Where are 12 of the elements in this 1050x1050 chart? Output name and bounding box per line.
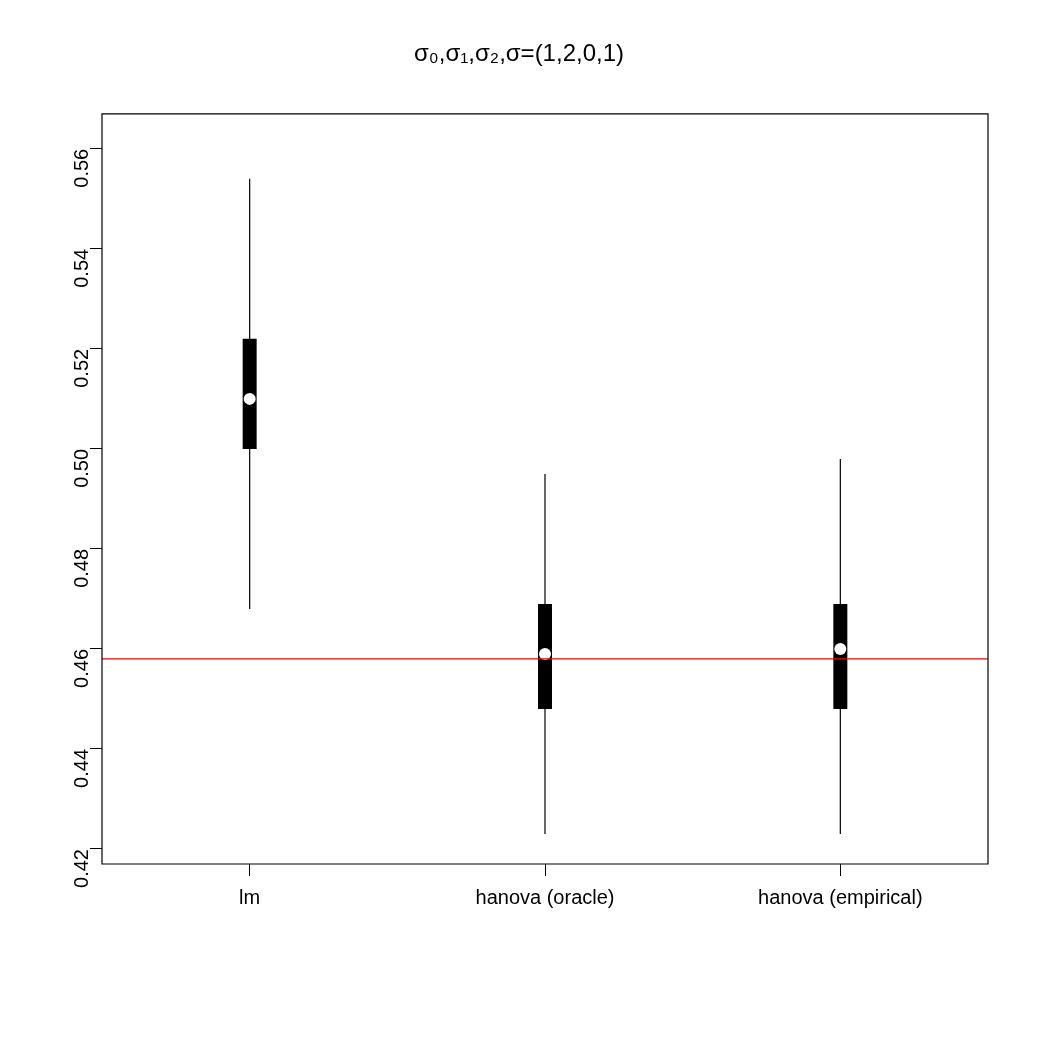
x-tick-label: hanova (empirical) [758, 885, 923, 908]
chart-title: σ₀,σ₁,σ₂,σ=(1,2,0,1) [413, 39, 625, 67]
y-tick-label: 0.46 [69, 648, 92, 688]
y-tick-label: 0.44 [69, 748, 92, 788]
x-tick-label: hanova (oracle) [475, 885, 615, 908]
y-tick-label: 0.54 [69, 248, 92, 288]
y-tick-label: 0.56 [69, 148, 92, 188]
y-tick-label: 0.48 [69, 548, 92, 588]
x-tick-label: lm [239, 885, 261, 908]
y-tick-label: 0.50 [69, 448, 92, 488]
y-tick-label: 0.52 [69, 348, 92, 388]
y-tick-label: 0.42 [69, 849, 92, 888]
